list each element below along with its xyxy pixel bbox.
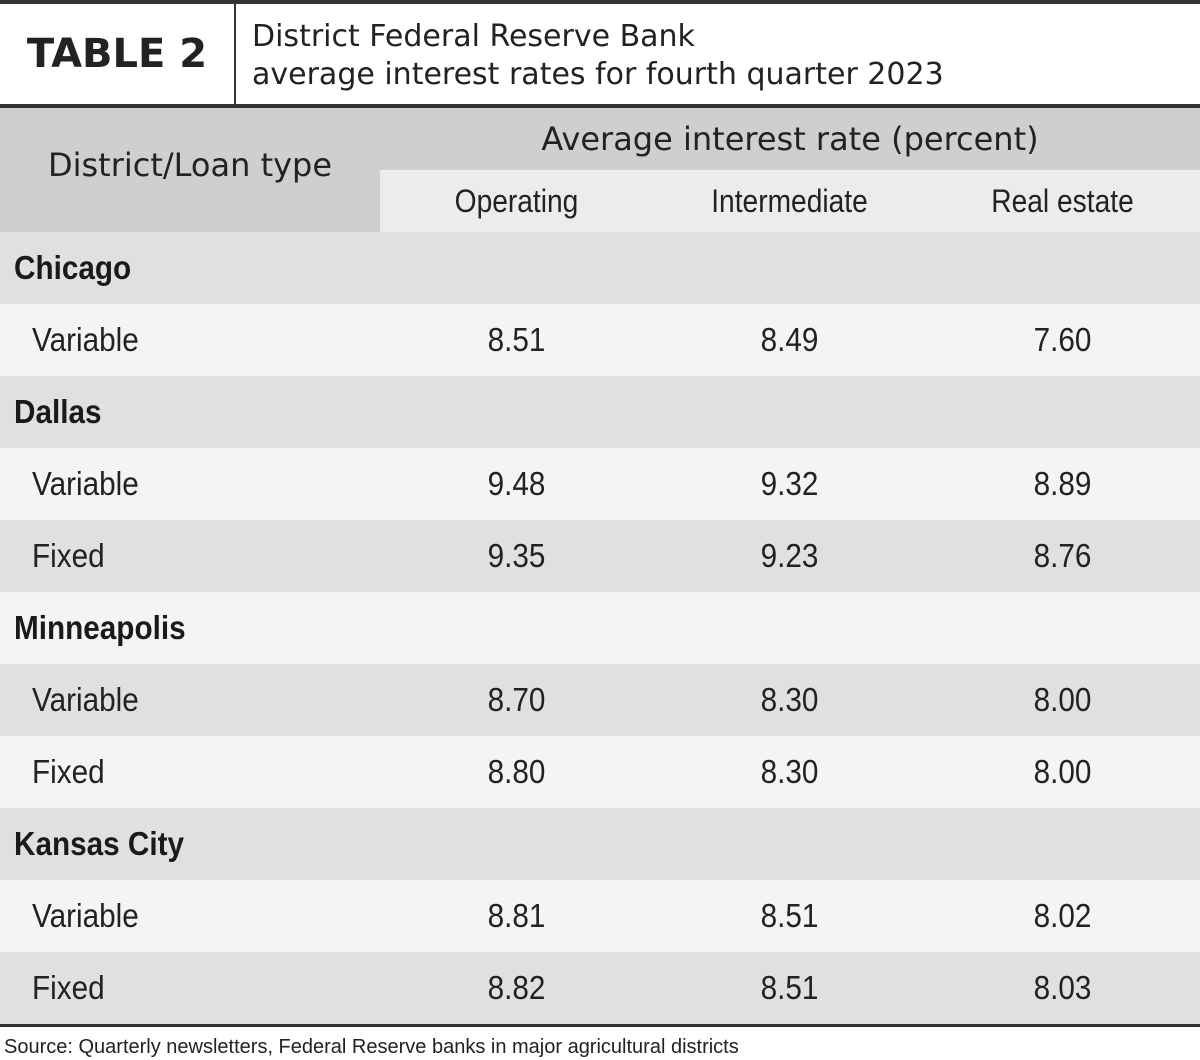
intermediate-rate-cell: 8.51 [760, 897, 819, 934]
top-rule [0, 0, 1200, 4]
real-estate-rate-cell: 8.89 [1033, 465, 1092, 502]
operating-rate-cell: 8.51 [487, 321, 546, 358]
table-title-line-2: average interest rates for fourth quarte… [252, 57, 944, 92]
bottom-rule [0, 1024, 1200, 1027]
intermediate-rate-cell: 8.30 [760, 681, 819, 718]
table-label: TABLE 2 [0, 4, 236, 104]
loan-type-label: Fixed [32, 753, 105, 790]
real-estate-rate-cell: 8.02 [1033, 897, 1092, 934]
operating-column-header: Operating [454, 182, 579, 219]
loan-type-label: Variable [32, 681, 139, 718]
operating-rate-cell: 8.70 [487, 681, 546, 718]
real-estate-rate-cell: 7.60 [1033, 321, 1092, 358]
loan-type-label: Variable [32, 465, 139, 502]
rate-subheader-row: Operating Intermediate Real estate [380, 170, 1200, 232]
table-title: District Federal Reserve Bank average in… [252, 18, 944, 94]
rate-group-header: Average interest rate (percent) [541, 120, 1039, 158]
table-row: Variable 8.70 8.30 8.00 [0, 664, 1200, 736]
real-estate-rate-cell: 8.00 [1033, 753, 1092, 790]
column-header: District/Loan type Average interest rate… [0, 108, 1200, 232]
intermediate-column-header: Intermediate [711, 182, 868, 219]
intermediate-rate-cell: 9.23 [760, 537, 819, 574]
district-row: Dallas [0, 376, 1200, 448]
table-body: Chicago Variable 8.51 8.49 7.60 Dallas Variabl… [0, 232, 1200, 1024]
intermediate-rate-cell: 9.32 [760, 465, 819, 502]
loan-type-label: Fixed [32, 537, 105, 574]
real-estate-rate-cell: 8.00 [1033, 681, 1092, 718]
operating-rate-cell: 8.82 [487, 969, 546, 1006]
district-row: Chicago [0, 232, 1200, 304]
district-name: Dallas [14, 393, 102, 430]
intermediate-rate-cell: 8.49 [760, 321, 819, 358]
operating-rate-cell: 8.80 [487, 753, 546, 790]
table-row: Fixed 8.80 8.30 8.00 [0, 736, 1200, 808]
operating-rate-cell: 9.35 [487, 537, 546, 574]
district-row: Kansas City [0, 808, 1200, 880]
loan-type-label: Fixed [32, 969, 105, 1006]
district-name: Chicago [14, 249, 132, 286]
table-title-line-1: District Federal Reserve Bank [252, 19, 695, 54]
table-row: Fixed 9.35 9.23 8.76 [0, 520, 1200, 592]
district-row: Minneapolis [0, 592, 1200, 664]
real-estate-rate-cell: 8.03 [1033, 969, 1092, 1006]
district-name: Kansas City [14, 825, 185, 862]
loan-type-label: Variable [32, 321, 139, 358]
table-row: Variable 9.48 9.32 8.89 [0, 448, 1200, 520]
district-column-header: District/Loan type [47, 146, 333, 184]
intermediate-rate-cell: 8.30 [760, 753, 819, 790]
source-note: Source: Quarterly newsletters, Federal R… [4, 1036, 739, 1058]
table-row: Fixed 8.82 8.51 8.03 [0, 952, 1200, 1024]
real-estate-column-header: Real estate [991, 182, 1134, 219]
intermediate-rate-cell: 8.51 [760, 969, 819, 1006]
table-header-band: TABLE 2 District Federal Reserve Bank av… [0, 4, 1200, 104]
table-row: Variable 8.81 8.51 8.02 [0, 880, 1200, 952]
district-name: Minneapolis [14, 609, 186, 646]
real-estate-rate-cell: 8.76 [1033, 537, 1092, 574]
loan-type-label: Variable [32, 897, 139, 934]
operating-rate-cell: 9.48 [487, 465, 546, 502]
table-row: Variable 8.51 8.49 7.60 [0, 304, 1200, 376]
header-rule [0, 104, 1200, 108]
operating-rate-cell: 8.81 [487, 897, 546, 934]
